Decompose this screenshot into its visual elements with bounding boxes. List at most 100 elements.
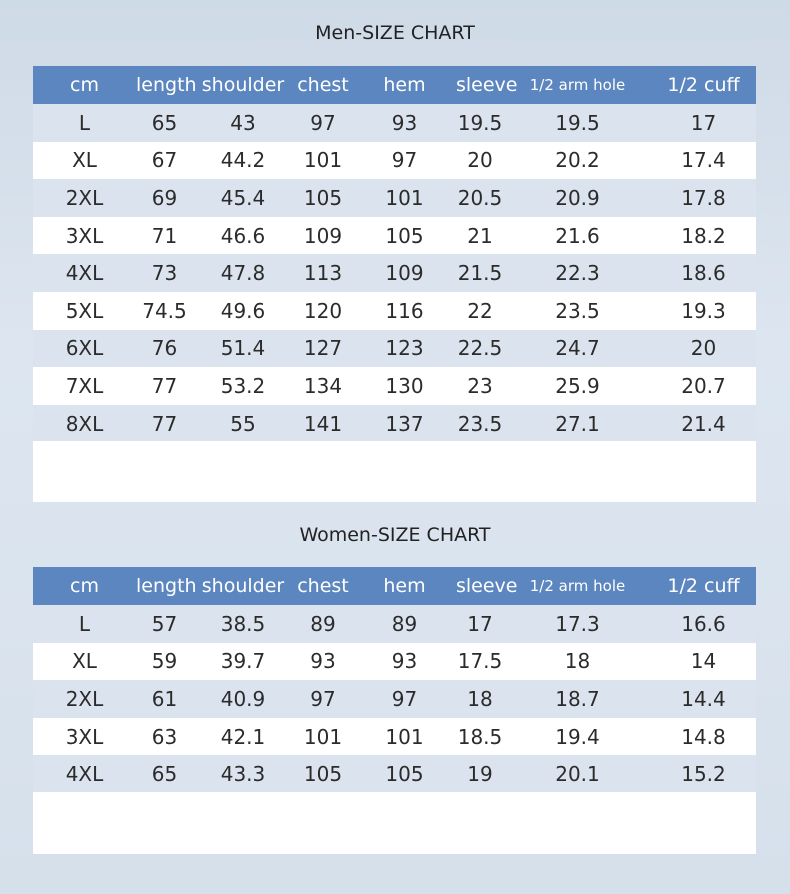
measurement-cell: 97 <box>310 686 336 711</box>
measurement-cell: 69 <box>151 185 178 210</box>
table-row: L 65 43 97 93 19.5 19.5 17 <box>33 104 756 142</box>
header-hem: hem <box>383 575 426 597</box>
header-chest: chest <box>297 74 349 96</box>
table-row: XL 59 39.7 93 93 17.5 18 14 <box>33 642 756 681</box>
measurement-cell: 22.3 <box>555 261 600 286</box>
measurement-cell: 59 <box>151 649 178 674</box>
measurement-cell: 20.7 <box>681 373 726 398</box>
measurement-cell: 17.4 <box>681 148 726 173</box>
measurement-cell: 21.5 <box>457 261 503 286</box>
measurement-cell: 17.8 <box>681 185 726 210</box>
measurement-cell: 21.6 <box>555 223 600 248</box>
table-row: 8XL 77 55 141 137 23.5 27.1 21.4 <box>33 404 756 443</box>
measurement-cell: 113 <box>303 261 343 286</box>
measurement-cell: 46.6 <box>220 223 266 248</box>
measurement-cell: 17 <box>690 110 717 135</box>
measurement-cell: 97 <box>391 686 418 711</box>
header-cuff: 1/2 cuff <box>667 575 740 597</box>
measurement-cell: 17 <box>467 611 493 636</box>
women-size-chart-title: Women-SIZE CHART <box>299 524 491 546</box>
measurement-cell: 120 <box>303 298 343 323</box>
size-label: L <box>78 611 91 636</box>
measurement-cell: 116 <box>385 298 424 323</box>
measurement-cell: 22.5 <box>457 336 503 361</box>
header-sleeve: sleeve <box>456 575 518 597</box>
table-row: 6XL 76 51.4 127 123 22.5 24.7 20 <box>33 329 756 368</box>
measurement-cell: 105 <box>385 762 424 787</box>
measurement-cell: 61 <box>151 686 178 711</box>
measurement-cell: 137 <box>385 411 424 436</box>
header-cm: cm <box>70 575 99 597</box>
measurement-cell: 17.3 <box>555 611 600 636</box>
measurement-cell: 73 <box>151 261 178 286</box>
header-shoulder: shoulder <box>201 575 285 597</box>
measurement-cell: 89 <box>310 611 336 636</box>
measurement-cell: 22 <box>467 298 493 323</box>
table-row: 4XL 73 47.8 113 109 21.5 22.3 18.6 <box>33 254 756 292</box>
size-label: 8XL <box>65 411 104 436</box>
measurement-cell: 123 <box>385 336 424 361</box>
measurement-cell: 134 <box>303 373 343 398</box>
measurement-cell: 109 <box>385 261 424 286</box>
measurement-cell: 45.4 <box>220 185 266 210</box>
measurement-cell: 74.5 <box>142 298 187 323</box>
measurement-cell: 130 <box>385 373 424 398</box>
size-label: 3XL <box>65 223 104 248</box>
measurement-cell: 14.8 <box>681 724 726 749</box>
measurement-cell: 57 <box>151 611 178 636</box>
measurement-cell: 24.7 <box>555 336 600 361</box>
measurement-cell: 109 <box>303 223 343 248</box>
measurement-cell: 21.4 <box>681 411 726 436</box>
table-row: XL 67 44.2 101 97 20 20.2 17.4 <box>33 141 756 180</box>
size-label: XL <box>72 649 97 674</box>
table-row: 2XL 61 40.9 97 97 18 18.7 14.4 <box>33 680 756 718</box>
header-length: length <box>136 74 197 96</box>
measurement-cell: 20.9 <box>555 185 600 210</box>
measurement-cell: 25.9 <box>555 373 600 398</box>
measurement-cell: 71 <box>151 223 178 248</box>
header-sleeve: sleeve <box>456 74 518 96</box>
men-size-table: cm length shoulder chest hem sleeve 1/2 … <box>33 66 756 443</box>
measurement-cell: 51.4 <box>220 336 266 361</box>
measurement-cell: 93 <box>310 649 336 674</box>
measurement-cell: 20.1 <box>555 762 600 787</box>
measurement-cell: 15.2 <box>681 762 726 787</box>
men-table-footer-blank <box>33 441 756 502</box>
measurement-cell: 127 <box>303 336 343 361</box>
measurement-cell: 23 <box>467 373 493 398</box>
measurement-cell: 76 <box>151 336 178 361</box>
size-label: 7XL <box>65 373 104 398</box>
table-row: 4XL 65 43.3 105 105 19 20.1 15.2 <box>33 755 756 793</box>
measurement-cell: 18.5 <box>457 724 503 749</box>
size-label: XL <box>72 148 97 173</box>
measurement-cell: 19 <box>467 762 493 787</box>
measurement-cell: 47.8 <box>220 261 266 286</box>
measurement-cell: 101 <box>303 724 343 749</box>
measurement-cell: 141 <box>303 411 343 436</box>
header-hem: hem <box>383 74 426 96</box>
header-arm-hole: 1/2 arm hole <box>529 577 626 595</box>
size-label: 2XL <box>65 185 104 210</box>
measurement-cell: 17.5 <box>457 649 503 674</box>
header-length: length <box>136 575 197 597</box>
measurement-cell: 67 <box>151 148 178 173</box>
size-label: 2XL <box>65 686 104 711</box>
men-size-chart-title: Men-SIZE CHART <box>315 22 475 44</box>
measurement-cell: 23.5 <box>555 298 600 323</box>
measurement-cell: 18.7 <box>555 686 600 711</box>
measurement-cell: 40.9 <box>220 686 266 711</box>
header-chest: chest <box>297 575 349 597</box>
measurement-cell: 105 <box>303 762 343 787</box>
measurement-cell: 93 <box>391 110 418 135</box>
measurement-cell: 20.2 <box>555 148 600 173</box>
measurement-cell: 18.2 <box>681 223 726 248</box>
measurement-cell: 39.7 <box>220 649 266 674</box>
measurement-cell: 20 <box>467 148 493 173</box>
table-row: 2XL 69 45.4 105 101 20.5 20.9 17.8 <box>33 179 756 217</box>
size-label: 5XL <box>65 298 104 323</box>
header-arm-hole: 1/2 arm hole <box>529 76 626 94</box>
measurement-cell: 97 <box>310 110 336 135</box>
measurement-cell: 44.2 <box>220 148 266 173</box>
measurement-cell: 77 <box>151 411 178 436</box>
measurement-cell: 63 <box>151 724 178 749</box>
